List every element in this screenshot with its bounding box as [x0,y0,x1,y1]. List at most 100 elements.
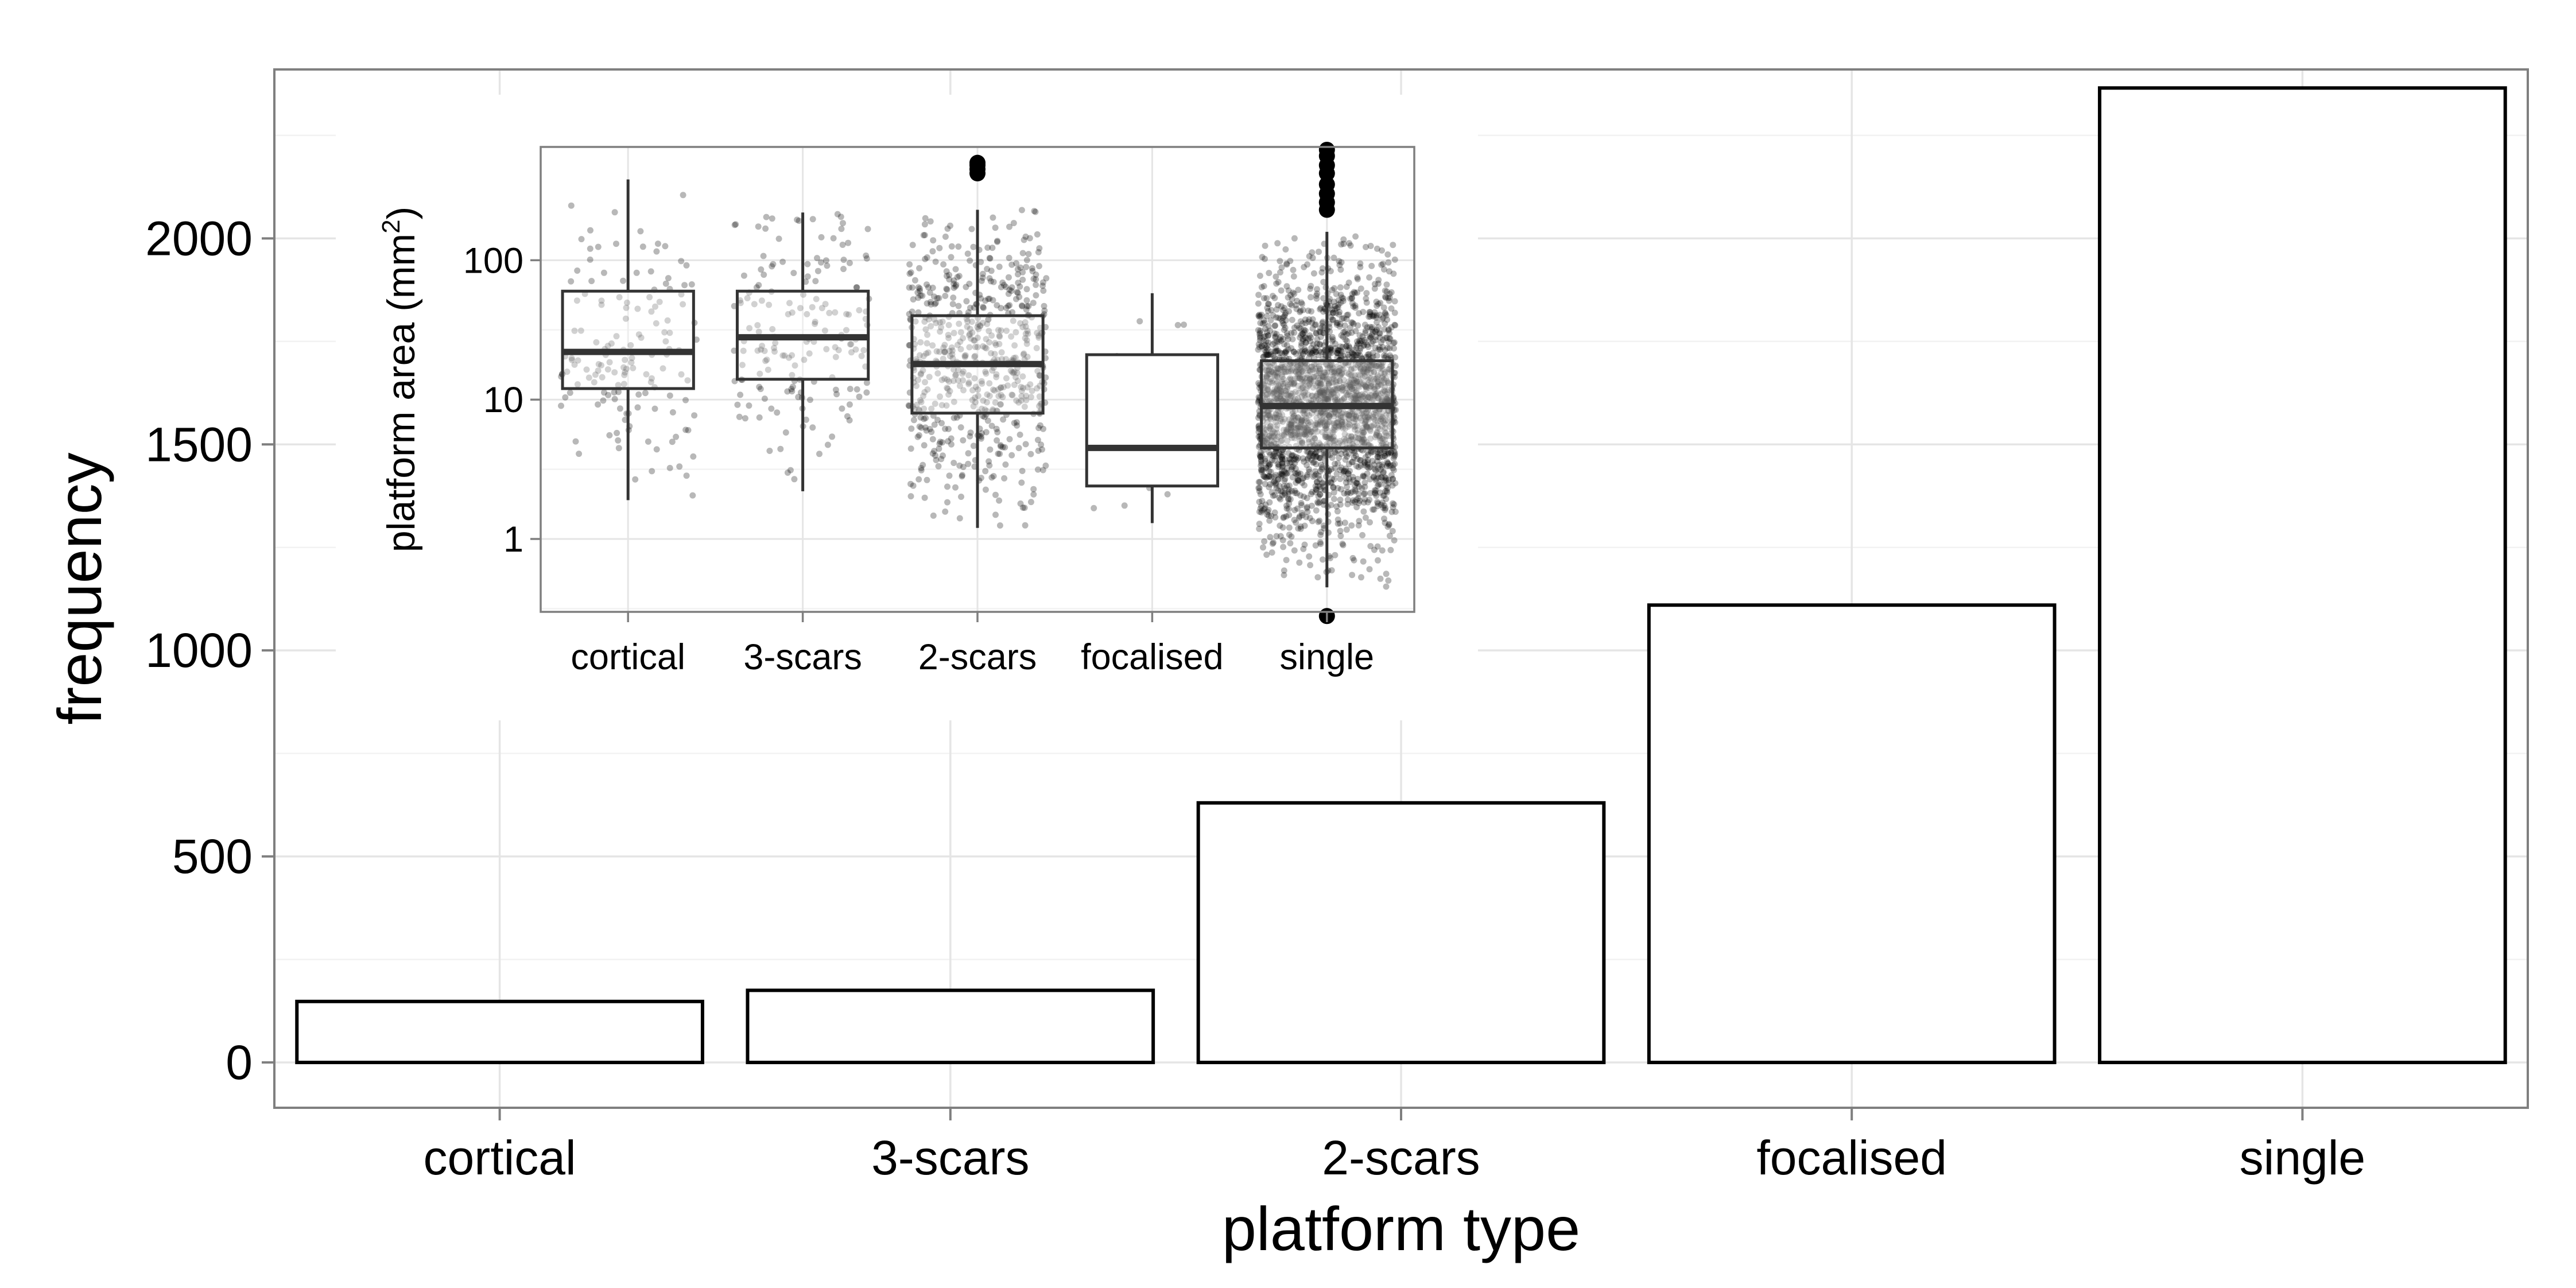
jitter-point [680,301,686,308]
jitter-point [1376,489,1383,496]
jitter-point [571,361,578,368]
jitter-point [1345,389,1352,395]
jitter-point [794,216,801,223]
jitter-point [1033,276,1039,283]
jitter-point [1315,396,1322,403]
jitter-point [1275,302,1282,309]
jitter-point [1309,410,1316,417]
jitter-point [951,280,957,287]
jitter-point [1308,429,1314,436]
jitter-point [924,331,931,338]
jitter-point [1346,437,1353,444]
jitter-point [1377,300,1384,307]
jitter-point [1359,394,1365,401]
jitter-point [1273,436,1280,443]
jitter-point [1385,433,1392,440]
jitter-point [1314,499,1321,506]
jitter-point [1286,376,1293,383]
jitter-point [1371,386,1378,393]
jitter-point [1285,506,1292,513]
jitter-point [1314,286,1320,293]
jitter-point [966,281,973,287]
jitter-point [1354,422,1361,429]
jitter-point [1346,475,1352,482]
jitter-point [1363,243,1369,250]
jitter-point [832,344,839,351]
jitter-point [1318,387,1325,394]
jitter-point [1371,465,1378,472]
jitter-point [1337,413,1344,420]
inset-x-tick-label: 3-scars [743,637,862,677]
jitter-point [994,238,1000,245]
jitter-point [1356,497,1363,504]
jitter-point [1261,473,1267,480]
jitter-point [916,423,923,430]
jitter-point [790,270,797,277]
jitter-point [939,439,946,446]
jitter-point [917,288,923,294]
jitter-point [975,325,982,332]
jitter-point [1362,394,1369,401]
jitter-point [1306,453,1313,460]
jitter-point [1290,397,1297,404]
jitter-point [1359,337,1365,344]
jitter-point [832,309,839,316]
jitter-point [1257,453,1264,460]
jitter-point [1391,345,1397,352]
jitter-point [1282,348,1289,355]
jitter-point [1255,300,1262,307]
jitter-point [795,394,802,401]
jitter-point [1027,451,1034,457]
jitter-point [1005,274,1012,281]
jitter-point [1286,308,1292,315]
jitter-point [964,250,971,257]
jitter-point [637,228,644,235]
jitter-point [1361,410,1367,417]
jitter-point [1368,383,1375,390]
jitter-point [1275,476,1282,483]
jitter-point [1285,495,1292,502]
jitter-point [929,436,936,443]
jitter-point [1318,349,1325,356]
jitter-point [1289,367,1295,374]
jitter-point [1368,448,1375,455]
jitter-point [1379,366,1386,373]
jitter-point [1320,498,1327,505]
jitter-point [1297,438,1303,445]
jitter-point [737,300,744,307]
jitter-point [956,462,963,469]
jitter-point [1360,309,1367,315]
jitter-point [1363,386,1370,393]
jitter-point [1384,394,1391,401]
jitter-point [1289,474,1296,480]
jitter-point [1301,417,1308,424]
jitter-point [1017,431,1023,438]
jitter-point [1320,413,1326,420]
jitter-point [1355,371,1362,378]
jitter-point [847,341,854,348]
jitter-point [1337,321,1344,327]
jitter-point [977,258,984,265]
jitter-point [1374,483,1381,490]
jitter-point [1027,499,1034,506]
jitter-point [1344,453,1350,460]
jitter-point [1321,390,1328,396]
jitter-point [1260,337,1267,344]
jitter-point [1356,383,1363,390]
jitter-point [1314,390,1321,397]
jitter-point [1361,479,1368,486]
jitter-point [1331,427,1338,434]
jitter-point [1349,554,1356,561]
jitter-point [1262,396,1269,403]
bar-focalised [1647,603,2057,1065]
jitter-point [1298,332,1304,339]
jitter-point [963,284,969,290]
jitter-point [955,367,961,374]
jitter-point [938,456,945,463]
jitter-point [1379,247,1385,254]
jitter-point [1262,430,1268,437]
jitter-point [1328,411,1334,417]
jitter-point [1333,321,1340,328]
jitter-point [1343,475,1349,482]
